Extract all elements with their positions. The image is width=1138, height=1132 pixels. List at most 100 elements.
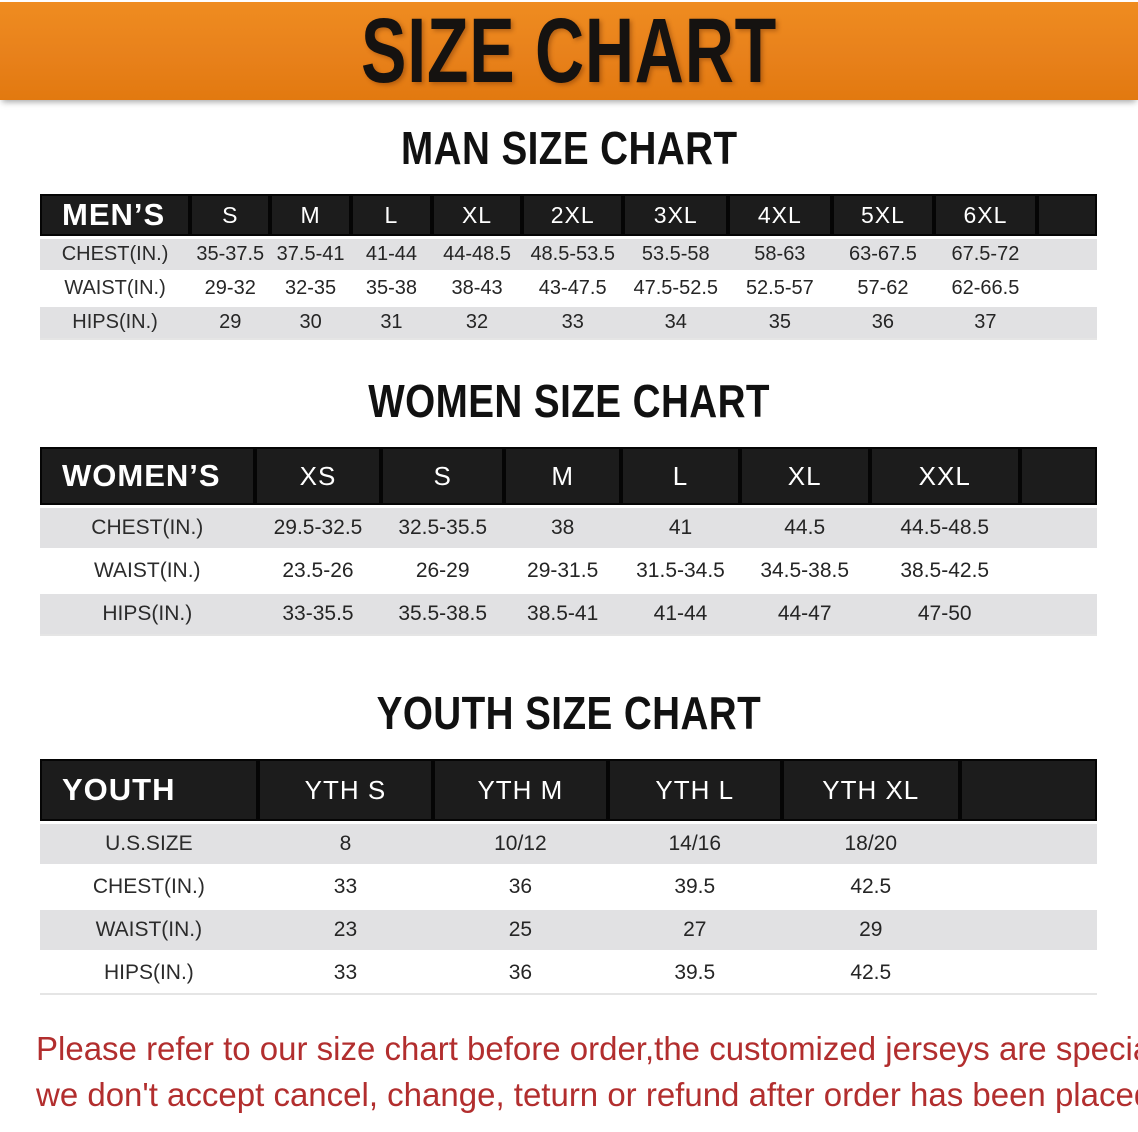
measurement-value: 63-67.5 bbox=[831, 239, 935, 270]
youth-size-section: YOUTH SIZE CHART YOUTH YTH S YTH M YTH L YTH… bbox=[0, 689, 1138, 996]
banner: SIZE CHART bbox=[0, 2, 1138, 100]
size-column-header: M bbox=[504, 447, 622, 505]
measurement-value: 32.5-35.5 bbox=[381, 508, 504, 548]
size-column-header: L bbox=[350, 194, 433, 236]
measurement-value: 35 bbox=[728, 307, 832, 338]
row-label: U.S.SIZE bbox=[40, 824, 258, 864]
header-filler-cell bbox=[1019, 447, 1097, 505]
man-size-section: MAN SIZE CHART MEN’S S M L XL 2XL 3XL 4XL 5XL 6XL… bbox=[0, 124, 1138, 341]
measurement-value: 30 bbox=[270, 307, 351, 338]
header-filler-cell bbox=[1036, 194, 1097, 236]
measurement-value: 18/20 bbox=[781, 824, 960, 864]
youth-size-table: YOUTH YTH S YTH M YTH L YTH XL U.S.SIZE 8 10/12… bbox=[40, 756, 1097, 996]
measurement-row: WAIST(IN.) 23 25 27 29 bbox=[40, 910, 1097, 950]
table-header-row: MEN’S S M L XL 2XL 3XL 4XL 5XL 6XL bbox=[40, 194, 1097, 236]
youth-section-heading-text: YOUTH SIZE CHART bbox=[376, 687, 762, 739]
row-label: CHEST(IN.) bbox=[40, 239, 191, 270]
footer-notice: Please refer to our size chart before or… bbox=[0, 1026, 1138, 1118]
measurement-value: 37 bbox=[934, 307, 1037, 338]
measurement-value: 47-50 bbox=[869, 594, 1020, 634]
row-label: CHEST(IN.) bbox=[40, 508, 255, 548]
man-section-heading-text: MAN SIZE CHART bbox=[400, 122, 738, 174]
size-column-header: XS bbox=[254, 447, 382, 505]
measurement-value: 58-63 bbox=[728, 239, 832, 270]
row-label: WAIST(IN.) bbox=[40, 273, 191, 304]
measurement-value: 39.5 bbox=[607, 867, 782, 907]
measurement-value: 26-29 bbox=[381, 551, 504, 591]
measurement-value: 10/12 bbox=[433, 824, 608, 864]
measurement-value: 44.5 bbox=[739, 508, 870, 548]
measurement-value: 36 bbox=[433, 867, 608, 907]
measurement-value: 41-44 bbox=[621, 594, 740, 634]
measurement-value: 23 bbox=[257, 910, 434, 950]
size-column-header: 5XL bbox=[831, 194, 935, 236]
measurement-row: CHEST(IN.) 29.5-32.5 32.5-35.5 38 41 44.5 44.5… bbox=[40, 508, 1097, 548]
measurement-value: 36 bbox=[831, 307, 935, 338]
measurement-value: 23.5-26 bbox=[254, 551, 382, 591]
row-filler-cell bbox=[959, 824, 1097, 864]
measurement-value: 34.5-38.5 bbox=[739, 551, 870, 591]
man-size-table: MEN’S S M L XL 2XL 3XL 4XL 5XL 6XL CHEST(IN.) 35-37… bbox=[40, 191, 1097, 341]
measurement-value: 37.5-41 bbox=[270, 239, 351, 270]
row-label: HIPS(IN.) bbox=[40, 307, 191, 338]
measurement-value: 29.5-32.5 bbox=[254, 508, 382, 548]
row-filler-cell bbox=[1036, 307, 1097, 338]
measurement-value: 14/16 bbox=[607, 824, 782, 864]
measurement-row: HIPS(IN.) 33-35.5 35.5-38.5 38.5-41 41-44 44-… bbox=[40, 594, 1097, 634]
measurement-value: 35-37.5 bbox=[190, 239, 271, 270]
size-column-header: YTH S bbox=[257, 759, 434, 821]
measurement-value: 34 bbox=[623, 307, 729, 338]
size-column-header: YTH XL bbox=[781, 759, 960, 821]
notice-line-1: Please refer to our size chart before or… bbox=[36, 1030, 1138, 1067]
size-column-header: M bbox=[270, 194, 351, 236]
size-column-header: S bbox=[381, 447, 504, 505]
row-label: CHEST(IN.) bbox=[40, 867, 258, 907]
women-size-table: WOMEN’S XS S M L XL XXL CHEST(IN.) 29.5-32.5 32.5… bbox=[40, 444, 1097, 637]
measurement-value: 29-31.5 bbox=[504, 551, 622, 591]
size-column-header: 4XL bbox=[728, 194, 832, 236]
measurement-value: 44.5-48.5 bbox=[869, 508, 1020, 548]
women-section-heading: WOMEN SIZE CHART bbox=[0, 377, 1138, 425]
measurement-value: 38.5-42.5 bbox=[869, 551, 1020, 591]
measurement-value: 29 bbox=[781, 910, 960, 950]
row-filler-cell bbox=[1036, 239, 1097, 270]
measurement-row: WAIST(IN.) 29-32 32-35 35-38 38-43 43-47.5 47.… bbox=[40, 273, 1097, 304]
measurement-value: 44-48.5 bbox=[432, 239, 522, 270]
measurement-value: 42.5 bbox=[781, 867, 960, 907]
measurement-row: HIPS(IN.) 33 36 39.5 42.5 bbox=[40, 953, 1097, 993]
measurement-row: HIPS(IN.) 29 30 31 32 33 34 35 36 37 bbox=[40, 307, 1097, 338]
row-filler-cell bbox=[1019, 594, 1097, 634]
size-column-header: YTH L bbox=[607, 759, 782, 821]
measurement-value: 29-32 bbox=[190, 273, 271, 304]
row-label: HIPS(IN.) bbox=[40, 594, 255, 634]
measurement-value: 39.5 bbox=[607, 953, 782, 993]
table-header-row: WOMEN’S XS S M L XL XXL bbox=[40, 447, 1097, 505]
measurement-value: 62-66.5 bbox=[934, 273, 1037, 304]
table-header-row: YOUTH YTH S YTH M YTH L YTH XL bbox=[40, 759, 1097, 821]
size-column-header: XL bbox=[432, 194, 522, 236]
measurement-value: 48.5-53.5 bbox=[521, 239, 624, 270]
row-label: WAIST(IN.) bbox=[40, 551, 255, 591]
measurement-row: WAIST(IN.) 23.5-26 26-29 29-31.5 31.5-34.5 34… bbox=[40, 551, 1097, 591]
row-filler-cell bbox=[1019, 508, 1097, 548]
table-title-cell: YOUTH bbox=[40, 759, 258, 821]
measurement-row: CHEST(IN.) 35-37.5 37.5-41 41-44 44-48.5 48.5… bbox=[40, 239, 1097, 270]
size-column-header: XXL bbox=[869, 447, 1020, 505]
size-column-header: 3XL bbox=[623, 194, 729, 236]
measurement-value: 25 bbox=[433, 910, 608, 950]
measurement-value: 52.5-57 bbox=[728, 273, 832, 304]
measurement-value: 38.5-41 bbox=[504, 594, 622, 634]
size-column-header: XL bbox=[739, 447, 870, 505]
measurement-value: 33 bbox=[257, 867, 434, 907]
measurement-value: 44-47 bbox=[739, 594, 870, 634]
youth-section-heading: YOUTH SIZE CHART bbox=[0, 689, 1138, 737]
measurement-value: 41 bbox=[621, 508, 740, 548]
page-title: SIZE CHART bbox=[361, 0, 777, 102]
measurement-value: 36 bbox=[433, 953, 608, 993]
size-column-header: YTH M bbox=[433, 759, 608, 821]
measurement-value: 35.5-38.5 bbox=[381, 594, 504, 634]
man-section-heading: MAN SIZE CHART bbox=[0, 124, 1138, 172]
row-filler-cell bbox=[959, 867, 1097, 907]
header-filler-cell bbox=[959, 759, 1097, 821]
